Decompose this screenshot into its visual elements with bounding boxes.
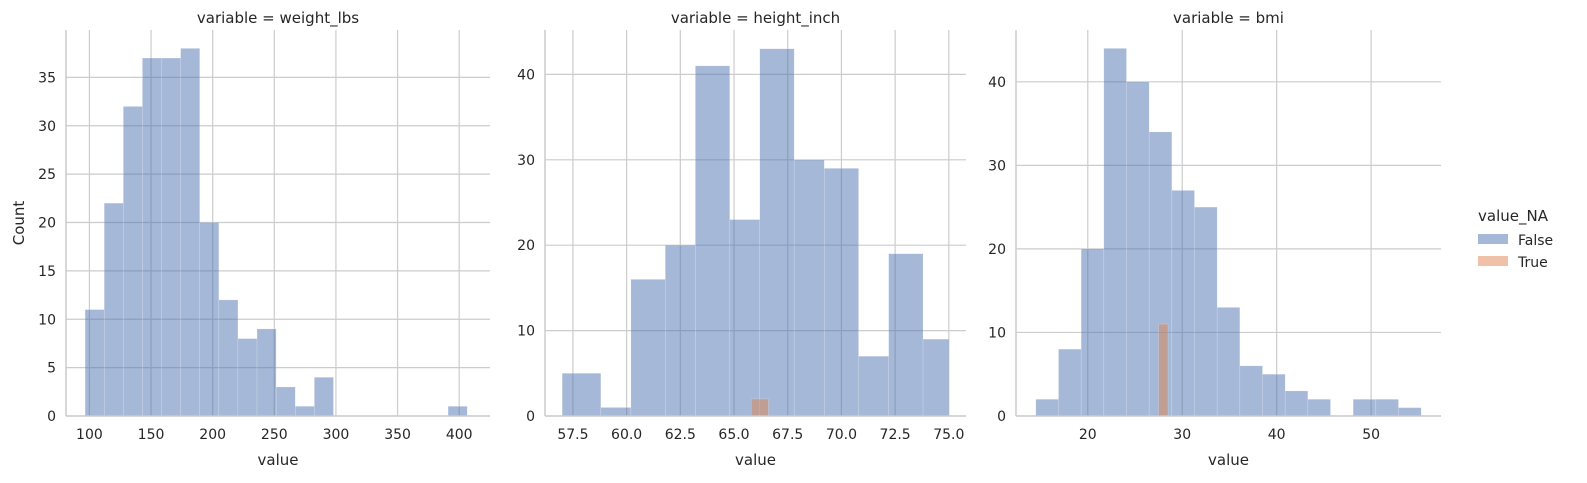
histogram-bar-false bbox=[1080, 248, 1105, 417]
legend-label-true: True bbox=[1517, 255, 1548, 271]
x-tick-label: 67.5 bbox=[772, 427, 803, 443]
histogram-bar-false bbox=[1284, 390, 1309, 417]
facet-title: variable = height_inch bbox=[671, 9, 840, 28]
histogram-bar-false bbox=[256, 328, 277, 417]
x-tick-label: 300 bbox=[323, 427, 350, 443]
y-tick-label: 10 bbox=[38, 312, 56, 328]
histogram-bar-false bbox=[1216, 307, 1241, 417]
x-tick-label: 100 bbox=[76, 427, 103, 443]
histogram-bar-false bbox=[695, 65, 730, 417]
histogram-bar-false bbox=[123, 106, 143, 417]
y-tick-label: 20 bbox=[988, 242, 1006, 258]
histogram-bar-true bbox=[750, 398, 769, 417]
y-tick-label: 0 bbox=[47, 409, 56, 425]
x-tick-label: 400 bbox=[446, 427, 473, 443]
y-tick-label: 40 bbox=[988, 75, 1006, 91]
x-axis-label: value bbox=[735, 451, 776, 469]
histogram-bar-false bbox=[1035, 399, 1059, 417]
x-tick-label: 30 bbox=[1173, 427, 1191, 443]
histogram-bar-false bbox=[888, 253, 924, 417]
x-tick-label: 50 bbox=[1362, 427, 1380, 443]
histogram-bar-false bbox=[759, 48, 795, 417]
histogram-bar-false bbox=[793, 159, 825, 417]
facet-panels: 100 150 200 250 300 350 40005101520253035varia… bbox=[10, 9, 1441, 469]
y-tick-label: 10 bbox=[517, 324, 535, 340]
histogram-bar-false bbox=[1194, 206, 1218, 417]
histogram-bar-false bbox=[1398, 407, 1422, 417]
histogram-bar-false bbox=[1307, 399, 1331, 417]
x-tick-label: 70.0 bbox=[826, 427, 857, 443]
legend-label-false: False bbox=[1518, 233, 1553, 249]
histogram-bar-false bbox=[1352, 399, 1377, 417]
y-tick-label: 10 bbox=[988, 325, 1006, 341]
x-tick-label: 40 bbox=[1268, 427, 1286, 443]
y-tick-label: 35 bbox=[38, 70, 56, 86]
x-tick-label: 150 bbox=[138, 427, 165, 443]
histogram-bar-false bbox=[237, 338, 258, 417]
y-axis-label: Count bbox=[10, 201, 28, 246]
x-tick-label: 200 bbox=[199, 427, 226, 443]
histogram-bar-false bbox=[600, 407, 632, 417]
histogram-bar-false bbox=[1375, 399, 1399, 417]
x-tick-label: 57.5 bbox=[557, 427, 588, 443]
x-tick-label: 72.5 bbox=[880, 427, 911, 443]
x-tick-label: 62.5 bbox=[665, 427, 696, 443]
x-tick-label: 250 bbox=[261, 427, 288, 443]
histogram-bar-false bbox=[858, 355, 889, 417]
histogram-bar-false bbox=[275, 386, 296, 417]
histogram-bar-false bbox=[1239, 365, 1263, 417]
x-axis-label: value bbox=[258, 451, 299, 469]
legend-swatch-true bbox=[1478, 256, 1508, 266]
histogram-bar-false bbox=[561, 373, 602, 417]
facet-title: variable = weight_lbs bbox=[197, 9, 359, 28]
histogram-bar-false bbox=[922, 338, 950, 417]
histogram-bar-true bbox=[1158, 323, 1169, 417]
histogram-bar-false bbox=[1058, 348, 1082, 417]
x-tick-label: 75.0 bbox=[933, 427, 964, 443]
histogram-bar-false bbox=[199, 222, 220, 417]
histogram-bar-false bbox=[295, 406, 315, 417]
x-tick-label: 65.0 bbox=[718, 427, 749, 443]
histogram-bar-false bbox=[1126, 81, 1150, 417]
histogram-bar-false bbox=[161, 57, 181, 417]
y-tick-label: 0 bbox=[997, 409, 1006, 425]
facet-title: variable = bmi bbox=[1173, 9, 1284, 27]
y-tick-label: 30 bbox=[38, 119, 56, 135]
histogram-bar-false bbox=[103, 202, 124, 417]
legend: value_NA False True bbox=[1478, 207, 1553, 271]
y-tick-label: 0 bbox=[526, 409, 535, 425]
y-tick-label: 15 bbox=[38, 264, 56, 280]
x-tick-label: 350 bbox=[384, 427, 411, 443]
histogram-bar-false bbox=[630, 279, 666, 417]
histogram-bar-false bbox=[447, 406, 468, 417]
histogram-bar-false bbox=[84, 309, 105, 417]
histogram-bar-false bbox=[314, 377, 334, 417]
y-tick-label: 25 bbox=[38, 167, 56, 183]
x-axis-label: value bbox=[1208, 451, 1249, 469]
facet-panel-0: 100 150 200 250 300 350 400 0 5 10 15 20 25 30 35 varia… bbox=[10, 9, 490, 469]
facet-panel-2: 20 30 40 50 0 10 20 30 40 variable = bmi value bbox=[988, 9, 1441, 469]
x-tick-label: 20 bbox=[1079, 427, 1097, 443]
legend-title: value_NA bbox=[1478, 207, 1549, 226]
histogram-bar-false bbox=[1262, 373, 1286, 417]
histogram-bar-false bbox=[218, 299, 239, 417]
x-tick-label: 60.0 bbox=[611, 427, 642, 443]
y-tick-label: 30 bbox=[988, 158, 1006, 174]
histogram-bar-false bbox=[823, 168, 859, 417]
histogram-bar-false bbox=[1171, 190, 1195, 417]
y-tick-label: 5 bbox=[47, 361, 56, 377]
histogram-bar-false bbox=[1103, 48, 1127, 417]
y-tick-label: 40 bbox=[517, 67, 535, 83]
histogram-bar-false bbox=[729, 219, 761, 417]
histogram-bar-false bbox=[665, 244, 696, 417]
legend-swatch-false bbox=[1478, 234, 1508, 244]
y-tick-label: 20 bbox=[38, 216, 56, 232]
histogram-bar-false bbox=[180, 48, 200, 417]
y-tick-label: 30 bbox=[517, 153, 535, 169]
histogram-bar-false bbox=[142, 57, 162, 417]
facet-panel-1: 57.5 60.0 62.5 65.0 67.5 70.0 72.5 75.0 0 10 20 30 4… bbox=[517, 9, 966, 469]
y-tick-label: 20 bbox=[517, 238, 535, 254]
